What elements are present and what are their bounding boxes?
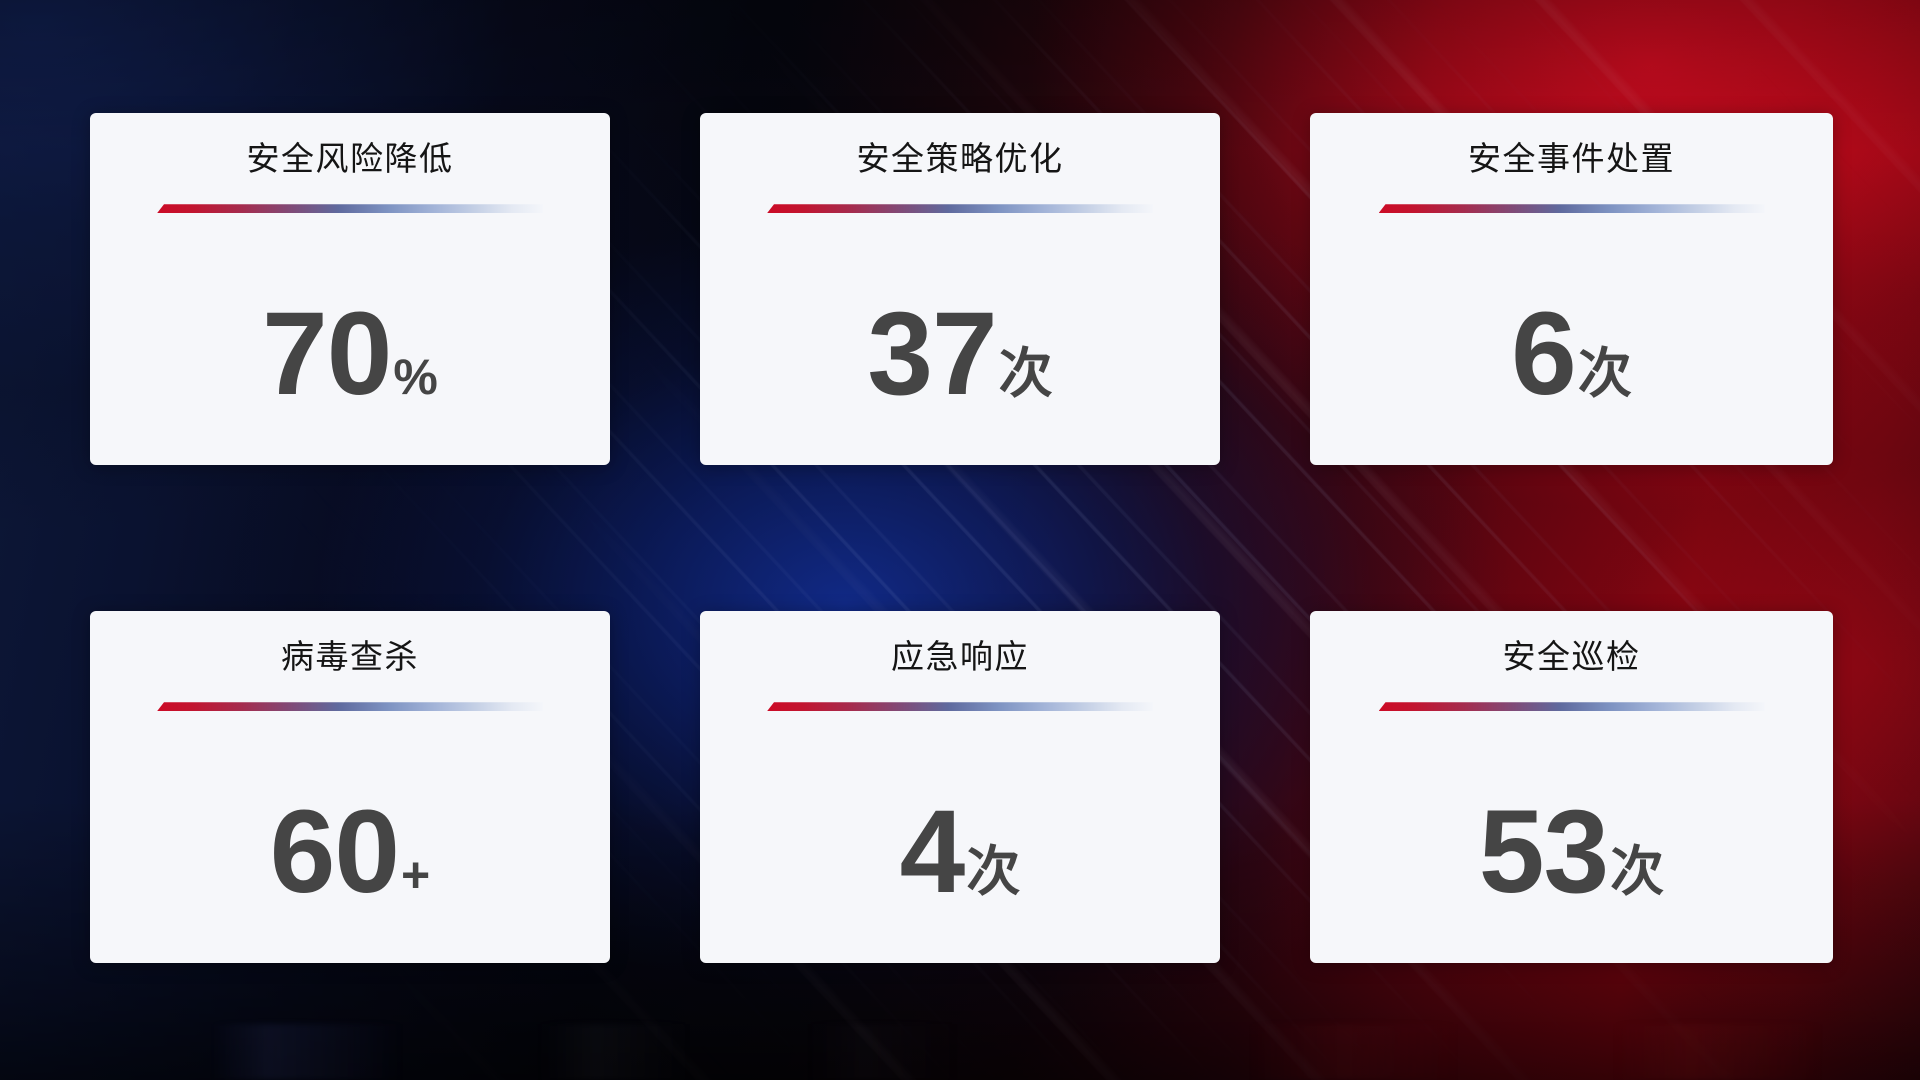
metric-card-divider (157, 204, 543, 214)
metric-card-unit: + (401, 847, 431, 903)
metric-card-security-incident-handling[interactable]: 安全事件处置 6 次 (1310, 113, 1833, 465)
metric-card-unit: 次 (998, 342, 1053, 405)
metric-card-divider (767, 204, 1153, 214)
metric-card-unit: % (393, 349, 438, 405)
metric-card-value: 37 次 (700, 295, 1220, 413)
background-bottom-artifacts (0, 1024, 1920, 1080)
metric-card-unit: 次 (1610, 840, 1665, 903)
metric-card-value: 6 次 (1310, 295, 1833, 413)
metric-card-value: 4 次 (700, 793, 1220, 911)
metric-card-title: 病毒查杀 (281, 637, 419, 676)
metric-card-number: 37 (867, 288, 997, 420)
metric-card-virus-removal[interactable]: 病毒查杀 60 + (90, 611, 610, 963)
metric-card-title: 安全巡检 (1502, 637, 1641, 676)
metric-card-value: 70 % (90, 295, 610, 413)
metric-card-divider (157, 702, 543, 712)
metric-card-number: 70 (262, 288, 392, 420)
metric-card-number: 60 (269, 786, 400, 918)
metric-card-grid: 安全风险降低 70 % 安全策略优化 37 次 安全事件处置 6 次 (90, 113, 1833, 963)
metric-card-number: 6 (1511, 288, 1577, 420)
metric-card-emergency-response[interactable]: 应急响应 4 次 (700, 611, 1220, 963)
metric-card-security-risk-reduction[interactable]: 安全风险降低 70 % (90, 113, 610, 465)
metric-card-number: 4 (899, 786, 966, 918)
metric-card-unit: 次 (966, 840, 1021, 903)
metric-card-title: 应急响应 (891, 637, 1029, 676)
metric-card-divider (1378, 204, 1765, 214)
metric-card-value: 53 次 (1310, 793, 1833, 911)
metric-card-divider (1378, 702, 1765, 712)
metric-card-title: 安全事件处置 (1468, 139, 1675, 178)
metric-card-unit: 次 (1577, 342, 1632, 405)
metric-card-title: 安全策略优化 (856, 139, 1064, 178)
metric-card-security-policy-optimization[interactable]: 安全策略优化 37 次 (700, 113, 1220, 465)
metric-card-divider (767, 702, 1153, 712)
metric-card-number: 53 (1478, 786, 1609, 918)
metric-card-value: 60 + (90, 793, 610, 911)
metric-card-title: 安全风险降低 (246, 139, 454, 178)
metric-card-security-inspection[interactable]: 安全巡检 53 次 (1310, 611, 1833, 963)
